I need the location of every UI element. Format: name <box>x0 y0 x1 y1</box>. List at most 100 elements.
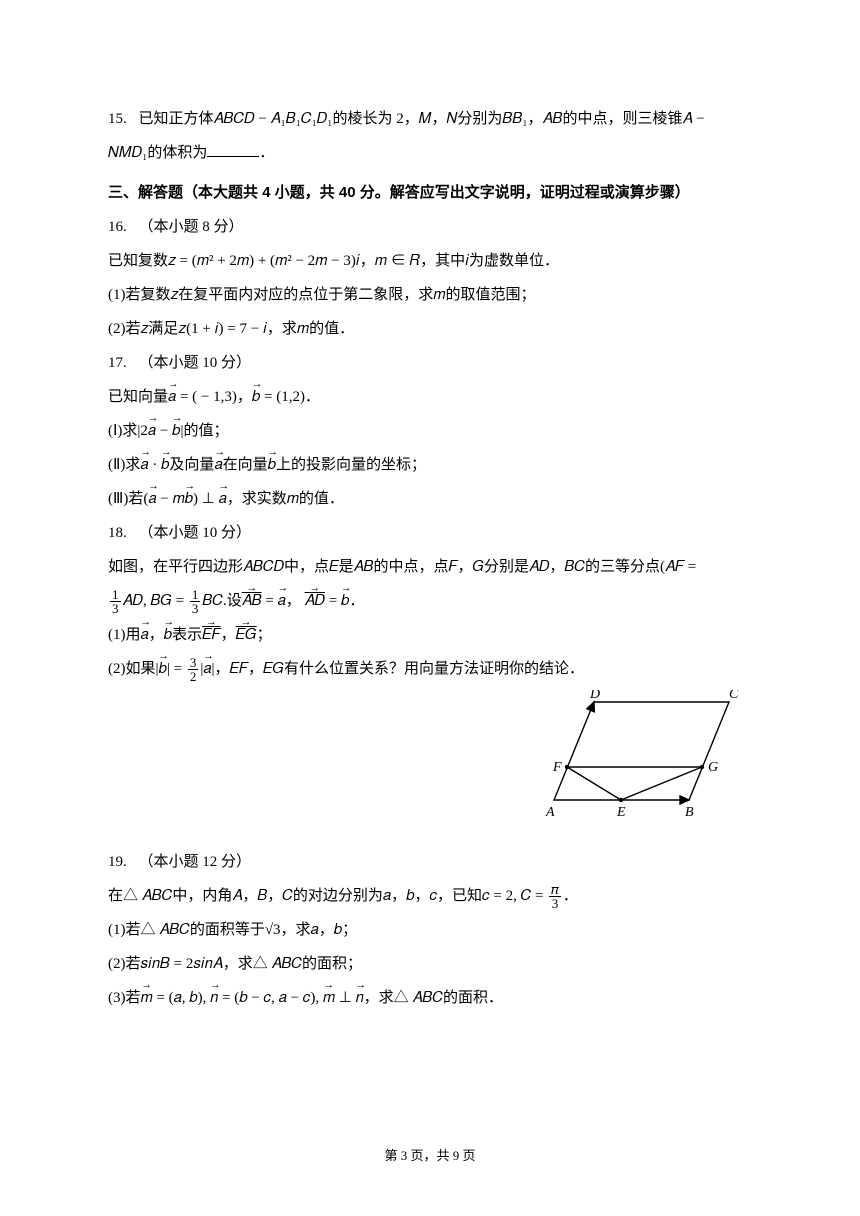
vector-a: 𝑎 <box>278 586 286 616</box>
q-text: ， <box>221 627 236 643</box>
q-text: ) ⊥ <box>193 491 219 507</box>
vector-a: 𝑎 <box>148 484 156 514</box>
fraction-1-3: 13 <box>190 588 201 615</box>
q-points: （本小题 10 分） <box>139 525 252 541</box>
parallelogram-diagram: ABEDCFG <box>544 690 744 820</box>
q-text: ； <box>257 627 272 643</box>
q-text: 及向量 <box>169 457 214 473</box>
q17-part1: (Ⅰ)求|2𝑎 − 𝑏|的值； <box>108 416 752 446</box>
q-text: 𝐴𝐷, 𝐵𝐺 = <box>123 593 188 609</box>
q19-intro: 在△ 𝐴𝐵𝐶中，内角𝐴，𝐵，𝐶的对边分别为𝑎，𝑏，𝑐，已知𝑐 = 2, 𝐶 = … <box>108 881 752 911</box>
vector-a: 𝑎 <box>141 620 149 650</box>
vector-n: 𝑛 <box>210 983 218 1013</box>
q-text: (Ⅱ)求 <box>108 457 140 473</box>
vector-m: 𝑚 <box>141 983 153 1013</box>
q-text: = (𝑎, 𝑏), <box>153 990 210 1006</box>
q-text: ， <box>286 593 301 609</box>
q-number: 16. <box>108 219 127 235</box>
q-text: ． <box>563 888 578 904</box>
vector-a: 𝑎 <box>219 484 227 514</box>
q-text: − <box>156 423 172 439</box>
q-number: 17. <box>108 355 127 371</box>
q-text: 𝑁𝑀𝐷₁的体积为 <box>108 145 207 161</box>
q-text: 在向量 <box>223 457 268 473</box>
q-text: 𝐵𝐶.设 <box>202 593 241 609</box>
vector-b: 𝑏 <box>172 416 180 446</box>
q-points: （本小题 8 分） <box>139 219 244 235</box>
vector-b: 𝑏 <box>252 382 260 412</box>
q-text: (2)如果| <box>108 661 159 677</box>
q-number: 15. <box>108 111 127 127</box>
q-math: 𝐴𝐵𝐶𝐷 − 𝐴₁𝐵₁𝐶₁𝐷₁ <box>214 111 333 127</box>
vector-EG: 𝐸𝐺 <box>236 620 257 650</box>
q-text: (3)若 <box>108 990 141 1006</box>
vector-b: 𝑏 <box>159 654 167 684</box>
section-3-title: 三、解答题（本大题共 4 小题，共 40 分。解答应写出文字说明，证明过程或演算… <box>108 178 752 208</box>
q-text: 上的投影向量的坐标； <box>276 457 426 473</box>
fraction-3-2: 32 <box>188 656 199 683</box>
fraction-1-3: 13 <box>110 588 121 615</box>
fraction-pi-3: 𝜋3 <box>549 883 561 910</box>
q-text: 已知向量 <box>108 389 168 405</box>
q-text: · <box>149 457 162 473</box>
page-footer: 第 3 页，共 9 页 <box>0 1145 860 1164</box>
q-text: ． <box>259 145 274 161</box>
question-16-header: 16. （本小题 8 分） <box>108 212 752 242</box>
q-number: 18. <box>108 525 127 541</box>
q16-part2: (2)若𝑧满足𝑧(1 + 𝑖) = 7 − 𝑖，求𝑚的值． <box>108 314 752 344</box>
q-text: = <box>325 593 341 609</box>
q-text: |，𝐸𝐹，𝐸𝐺有什么位置关系？用向量方法证明你的结论． <box>212 661 584 677</box>
svg-text:F: F <box>552 760 562 775</box>
q18-intro-line1: 如图，在平行四边形𝐴𝐵𝐶𝐷中，点𝐸是𝐴𝐵的中点，点𝐹，𝐺分别是𝐴𝐷，𝐵𝐶的三等分… <box>108 552 752 582</box>
q19-part2: (2)若𝑠𝑖𝑛𝐵 = 2𝑠𝑖𝑛𝐴，求△ 𝐴𝐵𝐶的面积； <box>108 949 752 979</box>
q17-intro: 已知向量𝑎 = ( − 1,3)，𝑏 = (1,2)． <box>108 382 752 412</box>
vector-n: 𝑛 <box>356 983 364 1013</box>
q-text: ， <box>149 627 164 643</box>
svg-text:B: B <box>685 805 694 820</box>
blank-line <box>207 141 259 157</box>
question-19-header: 19. （本小题 12 分） <box>108 847 752 877</box>
q19-part1: (1)若△ 𝐴𝐵𝐶的面积等于√3，求𝑎，𝑏； <box>108 915 752 945</box>
q-text: 的棱长为 2，𝑀，𝑁分别为𝐵𝐵₁，𝐴𝐵的中点，则三棱锥𝐴 − <box>333 111 705 127</box>
q16-intro: 已知复数𝑧 = (𝑚² + 2𝑚) + (𝑚² − 2𝑚 − 3)𝑖，𝑚 ∈ 𝑅… <box>108 246 752 276</box>
q-text: = (𝑏 − 𝑐, 𝑎 − 𝑐), <box>218 990 323 1006</box>
q-text: = <box>262 593 278 609</box>
vector-m: 𝑚 <box>323 983 335 1013</box>
q17-part2: (Ⅱ)求𝑎 · 𝑏及向量𝑎在向量𝑏上的投影向量的坐标； <box>108 450 752 480</box>
q-text: ⊥ <box>335 990 356 1006</box>
vector-b: 𝑏 <box>185 484 193 514</box>
q-text: ． <box>349 593 364 609</box>
q-text: (1)用 <box>108 627 141 643</box>
question-17-header: 17. （本小题 10 分） <box>108 348 752 378</box>
q19-part3: (3)若𝑚 = (𝑎, 𝑏), 𝑛 = (𝑏 − 𝑐, 𝑎 − 𝑐), 𝑚 ⊥ … <box>108 983 752 1013</box>
vector-b: 𝑏 <box>268 450 276 480</box>
q-text: ，求实数𝑚的值． <box>227 491 344 507</box>
vector-b: 𝑏 <box>161 450 169 480</box>
question-18-header: 18. （本小题 10 分） <box>108 518 752 548</box>
q-text: (Ⅰ)求|2 <box>108 423 148 439</box>
q-number: 19. <box>108 854 127 870</box>
vector-a: 𝑎 <box>140 450 148 480</box>
svg-text:C: C <box>729 690 739 702</box>
question-15: 15. 已知正方体𝐴𝐵𝐶𝐷 − 𝐴₁𝐵₁𝐶₁𝐷₁的棱长为 2，𝑀，𝑁分别为𝐵𝐵₁… <box>108 104 752 134</box>
q18-figure: ABEDCFG <box>108 690 752 831</box>
question-15-line2: 𝑁𝑀𝐷₁的体积为 ． <box>108 138 752 168</box>
q-text: | = <box>167 661 186 677</box>
q-text: = ( − 1,3)， <box>176 389 252 405</box>
vector-a: 𝑎 <box>148 416 156 446</box>
q-text: |的值； <box>180 423 228 439</box>
q18-part2: (2)如果|𝑏| = 32|𝑎|，𝐸𝐹，𝐸𝐺有什么位置关系？用向量方法证明你的结… <box>108 654 752 684</box>
svg-text:E: E <box>616 805 626 820</box>
q-text: − 𝑚 <box>156 491 184 507</box>
vector-AD: 𝐴𝐷 <box>305 586 325 616</box>
q16-part1: (1)若复数𝑧在复平面内对应的点位于第二象限，求𝑚的取值范围； <box>108 280 752 310</box>
svg-text:G: G <box>708 760 718 775</box>
q-text: 在△ 𝐴𝐵𝐶中，内角𝐴，𝐵，𝐶的对边分别为𝑎，𝑏，𝑐，已知𝑐 = 2, 𝐶 = <box>108 888 547 904</box>
svg-text:A: A <box>545 805 555 820</box>
q-points: （本小题 12 分） <box>139 854 252 870</box>
q-text: = (1,2)． <box>260 389 320 405</box>
q-text: 表示 <box>172 627 202 643</box>
vector-b: 𝑏 <box>341 586 349 616</box>
q-text: (Ⅲ)若( <box>108 491 148 507</box>
q17-part3: (Ⅲ)若(𝑎 − 𝑚𝑏) ⊥ 𝑎，求实数𝑚的值． <box>108 484 752 514</box>
